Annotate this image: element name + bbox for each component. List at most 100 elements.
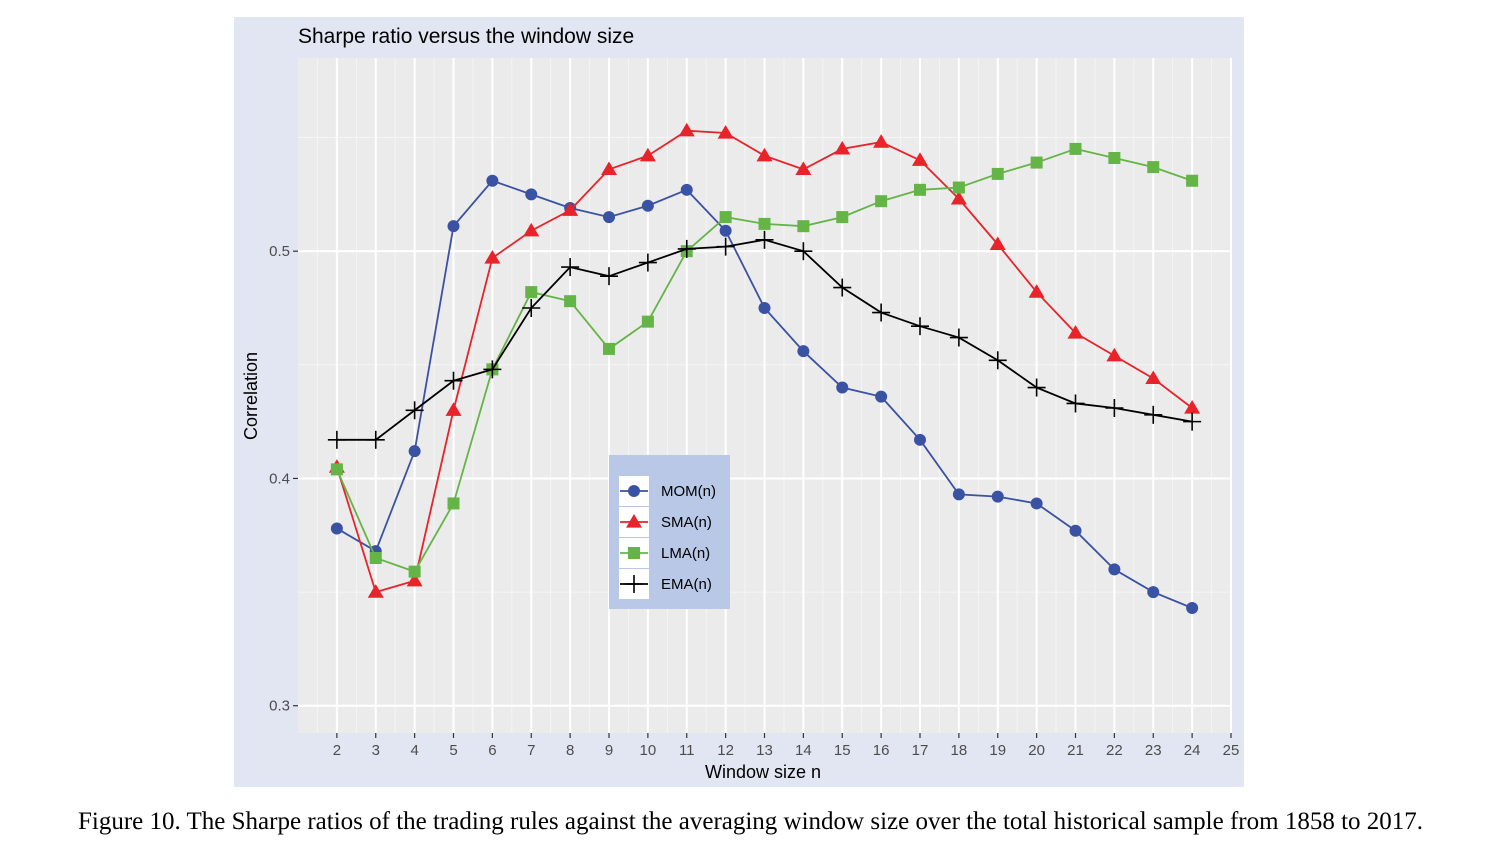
x-tick-label: 24 [1184, 742, 1201, 759]
x-tick-label: 9 [605, 742, 613, 759]
x-tick-label: 13 [756, 742, 773, 759]
data-point-sma [406, 572, 423, 587]
data-point-sma [1067, 325, 1084, 339]
series-lma [330, 142, 1199, 578]
data-point-mom [408, 445, 421, 458]
x-tick-label: 25 [1223, 742, 1240, 759]
data-point-lma [1108, 152, 1121, 164]
data-point-ema [561, 258, 580, 277]
data-point-mom [680, 183, 693, 196]
data-point-lma [564, 295, 577, 308]
data-point-ema [522, 299, 541, 317]
data-point-lma [1186, 174, 1199, 187]
x-tick-label: 22 [1106, 742, 1123, 759]
data-point-mom [447, 220, 460, 233]
data-point-mom [330, 522, 343, 535]
legend-marker-lma [628, 547, 640, 559]
data-point-ema [405, 401, 424, 420]
data-point-ema [755, 230, 774, 249]
x-tick-label: 17 [912, 742, 929, 759]
y-tick-label: 0.4 [269, 470, 290, 487]
figure-caption: Figure 10. The Sharpe ratios of the trad… [77, 808, 1424, 835]
data-point-ema [716, 237, 735, 256]
data-point-sma [1106, 347, 1123, 362]
data-point-lma [1147, 161, 1160, 174]
data-point-mom [991, 490, 1004, 503]
data-point-lma [952, 181, 965, 194]
x-tick-label: 3 [372, 742, 380, 759]
data-point-mom [603, 211, 615, 224]
data-point-mom [525, 188, 538, 201]
data-point-ema [1027, 378, 1046, 397]
data-point-mom [1069, 524, 1082, 537]
data-point-ema [911, 317, 929, 336]
data-point-ema [833, 278, 852, 297]
y-tick-label: 0.3 [269, 698, 290, 715]
x-tick-label: 11 [679, 742, 695, 759]
legend-marker-mom [628, 485, 640, 497]
x-tick-label: 19 [989, 742, 1006, 759]
data-point-ema [872, 303, 891, 322]
grid-lines [298, 58, 1232, 733]
legend: MOM(n) SMA(n) LMA(n) EMA(n) [609, 455, 730, 609]
data-point-sma [756, 147, 773, 162]
data-point-mom [797, 345, 810, 358]
axes: 2 3 4 5 6 7 8 9 10 11 12 13 14 15 16 17 18 19 20 21 22 23 24 25… [269, 243, 1239, 759]
legend-label-ema: EMA(n) [661, 576, 712, 593]
data-point-ema [444, 371, 463, 390]
data-point-lma [330, 463, 343, 476]
data-point-lma [914, 183, 926, 196]
x-tick-label: 10 [640, 742, 657, 759]
data-point-lma [1030, 156, 1043, 169]
x-tick-label: 8 [566, 742, 574, 759]
y-axis-label: Correlation [241, 352, 261, 440]
data-point-lma [408, 565, 421, 578]
data-point-sma [1145, 370, 1162, 385]
data-point-lma [797, 220, 810, 233]
data-point-sma [639, 147, 656, 162]
legend-label-mom: MOM(n) [661, 483, 716, 500]
data-point-mom [1186, 602, 1199, 614]
data-point-mom [1108, 563, 1121, 576]
data-point-sma [562, 202, 579, 216]
x-axis-label: Window size n [705, 762, 821, 782]
legend-marker-ema [625, 575, 643, 593]
data-point-ema [638, 253, 657, 272]
data-point-lma [447, 497, 460, 510]
x-tick-label: 12 [717, 742, 734, 759]
data-point-mom [952, 488, 965, 501]
data-point-mom [914, 433, 926, 446]
data-point-mom [1030, 497, 1043, 510]
data-point-lma [719, 211, 732, 224]
data-point-ema [1066, 394, 1085, 413]
data-point-ema [327, 430, 346, 449]
data-point-mom [641, 199, 654, 212]
data-point-sma [484, 250, 501, 264]
legend-label-lma: LMA(n) [661, 545, 710, 562]
legend-label-sma: SMA(n) [661, 514, 712, 531]
data-point-ema [794, 242, 813, 261]
x-tick-label: 20 [1028, 742, 1045, 759]
data-point-sma [717, 125, 734, 139]
data-point-lma [875, 195, 888, 208]
x-tick-label: 23 [1145, 742, 1162, 759]
x-tick-label: 6 [488, 742, 496, 759]
series-ema [327, 230, 1202, 449]
data-point-sma [795, 161, 812, 175]
legend-marker-sma [626, 514, 642, 528]
data-point-mom [875, 390, 888, 403]
data-point-mom [719, 224, 732, 237]
x-tick-label: 4 [410, 742, 418, 759]
data-point-sma [601, 161, 617, 175]
y-tick-label: 0.5 [269, 243, 290, 260]
data-point-sma [834, 140, 851, 155]
data-point-sma [445, 402, 462, 416]
data-point-mom [486, 174, 499, 187]
data-point-sma [950, 190, 967, 205]
data-point-ema [1105, 399, 1124, 417]
series-layer [327, 122, 1202, 614]
data-point-ema [1183, 412, 1202, 431]
data-point-lma [991, 167, 1004, 180]
data-point-lma [603, 342, 615, 355]
data-point-sma [1184, 400, 1201, 414]
